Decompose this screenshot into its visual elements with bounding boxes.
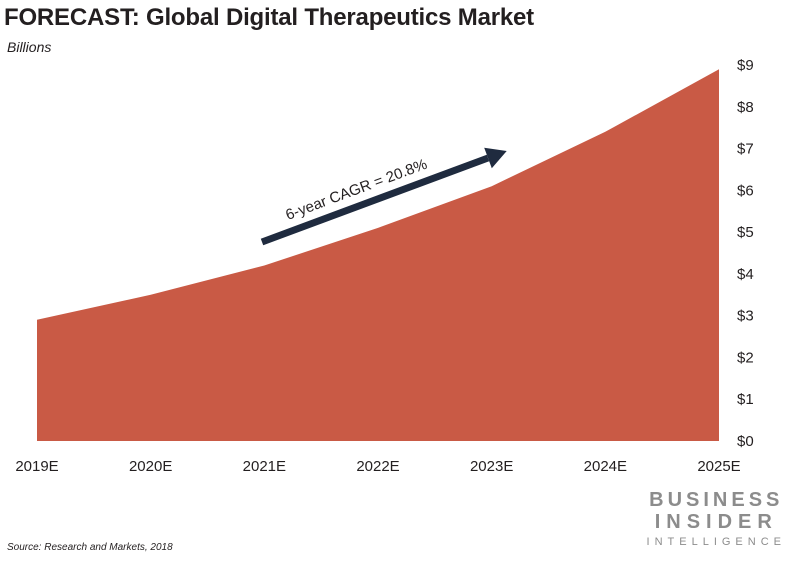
x-tick-label: 2020E [129, 458, 172, 475]
y-tick-label: $5 [737, 224, 754, 241]
y-tick-label: $7 [737, 141, 754, 158]
x-tick-label: 2019E [15, 458, 58, 475]
brand-line-3: INTELLIGENCE [646, 536, 786, 548]
y-tick-label: $1 [737, 391, 754, 408]
y-tick-label: $2 [737, 349, 754, 366]
brand-logo: BUSINESS INSIDER INTELLIGENCE [647, 489, 786, 549]
y-tick-label: $4 [737, 266, 754, 283]
y-tick-label: $8 [737, 99, 754, 116]
x-tick-label: 2022E [356, 458, 399, 475]
cagr-arrow-head [484, 147, 507, 169]
y-tick-label: $9 [737, 57, 754, 74]
brand-line-1: BUSINESS [649, 489, 784, 511]
cagr-arrow-shaft [260, 154, 490, 246]
market-size-area [37, 69, 719, 441]
y-tick-label: $0 [737, 433, 754, 450]
y-tick-label: $3 [737, 308, 754, 325]
source-note: Source: Research and Markets, 2018 [7, 542, 173, 553]
x-tick-label: 2025E [697, 458, 740, 475]
x-axis: 2019E 2020E 2021E 2022E 2023E 2024E 2025E [15, 458, 740, 475]
y-axis: $0 $1 $2 $3 $4 $5 $6 $7 $8 $9 [737, 57, 754, 450]
x-tick-label: 2024E [584, 458, 627, 475]
chart-title: FORECAST: Global Digital Therapeutics Ma… [4, 4, 534, 31]
y-tick-label: $6 [737, 182, 754, 199]
x-tick-label: 2023E [470, 458, 513, 475]
x-tick-label: 2021E [243, 458, 286, 475]
brand-line-2: INSIDER [654, 511, 778, 533]
chart-subtitle: Billions [7, 39, 52, 55]
